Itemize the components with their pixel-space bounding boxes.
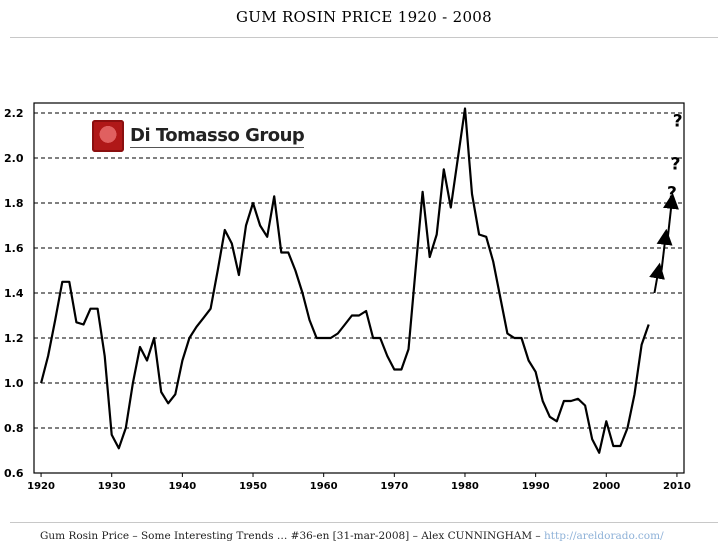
x-tick-label: 1930 [98,481,126,492]
x-tick-label: 1960 [310,481,338,492]
logo: Di Tomasso Group [92,118,305,154]
footer-link[interactable]: http://areldorado.com/ [544,530,664,542]
title-divider [10,37,718,38]
y-tick-label: 1.8 [4,197,24,210]
question-mark: ? [667,184,677,204]
x-tick-label: 1920 [27,481,55,492]
x-tick-label: 1970 [380,481,408,492]
x-tick-label: 1990 [522,481,550,492]
x-tick-label: 1950 [239,481,267,492]
x-tick-label: 2010 [663,481,691,492]
y-tick-label: 1.2 [4,332,24,345]
y-tick-label: 1.6 [4,242,24,255]
y-tick-label: 0.8 [4,422,24,435]
trend-arrow [649,262,665,294]
di-tomasso-emblem-icon [92,120,124,152]
footer-divider [10,522,718,523]
question-mark: ? [671,154,681,174]
x-tick-label: 1980 [451,481,479,492]
y-tick-label: 2.2 [4,107,24,120]
footer-text: Gum Rosin Price – Some Interesting Trend… [40,530,545,542]
y-tick-label: 1.4 [4,287,24,300]
logo-text: Di Tomasso Group [130,124,305,148]
chart: 0.6 0.8 1.0 1.2 1.4 1.6 1.8 2.0 2.2 1920 1930 1940 1… [0,86,728,510]
y-tick-label: 0.6 [4,467,24,480]
slide-title: GUM ROSIN PRICE 1920 - 2008 [236,8,492,26]
y-tick-label: 2.0 [4,152,24,165]
trend-arrow [663,192,679,237]
x-tick-label: 1940 [168,481,196,492]
x-tick-label: 2000 [592,481,620,492]
footer: Gum Rosin Price – Some Interesting Trend… [40,530,720,542]
trend-arrow [656,228,673,271]
question-mark: ? [673,112,683,132]
y-tick-label: 1.0 [4,377,24,390]
price-chart-svg: 0.6 0.8 1.0 1.2 1.4 1.6 1.8 2.0 2.2 1920 1930 1940 1… [4,102,691,492]
price-series-line [40,107,650,454]
